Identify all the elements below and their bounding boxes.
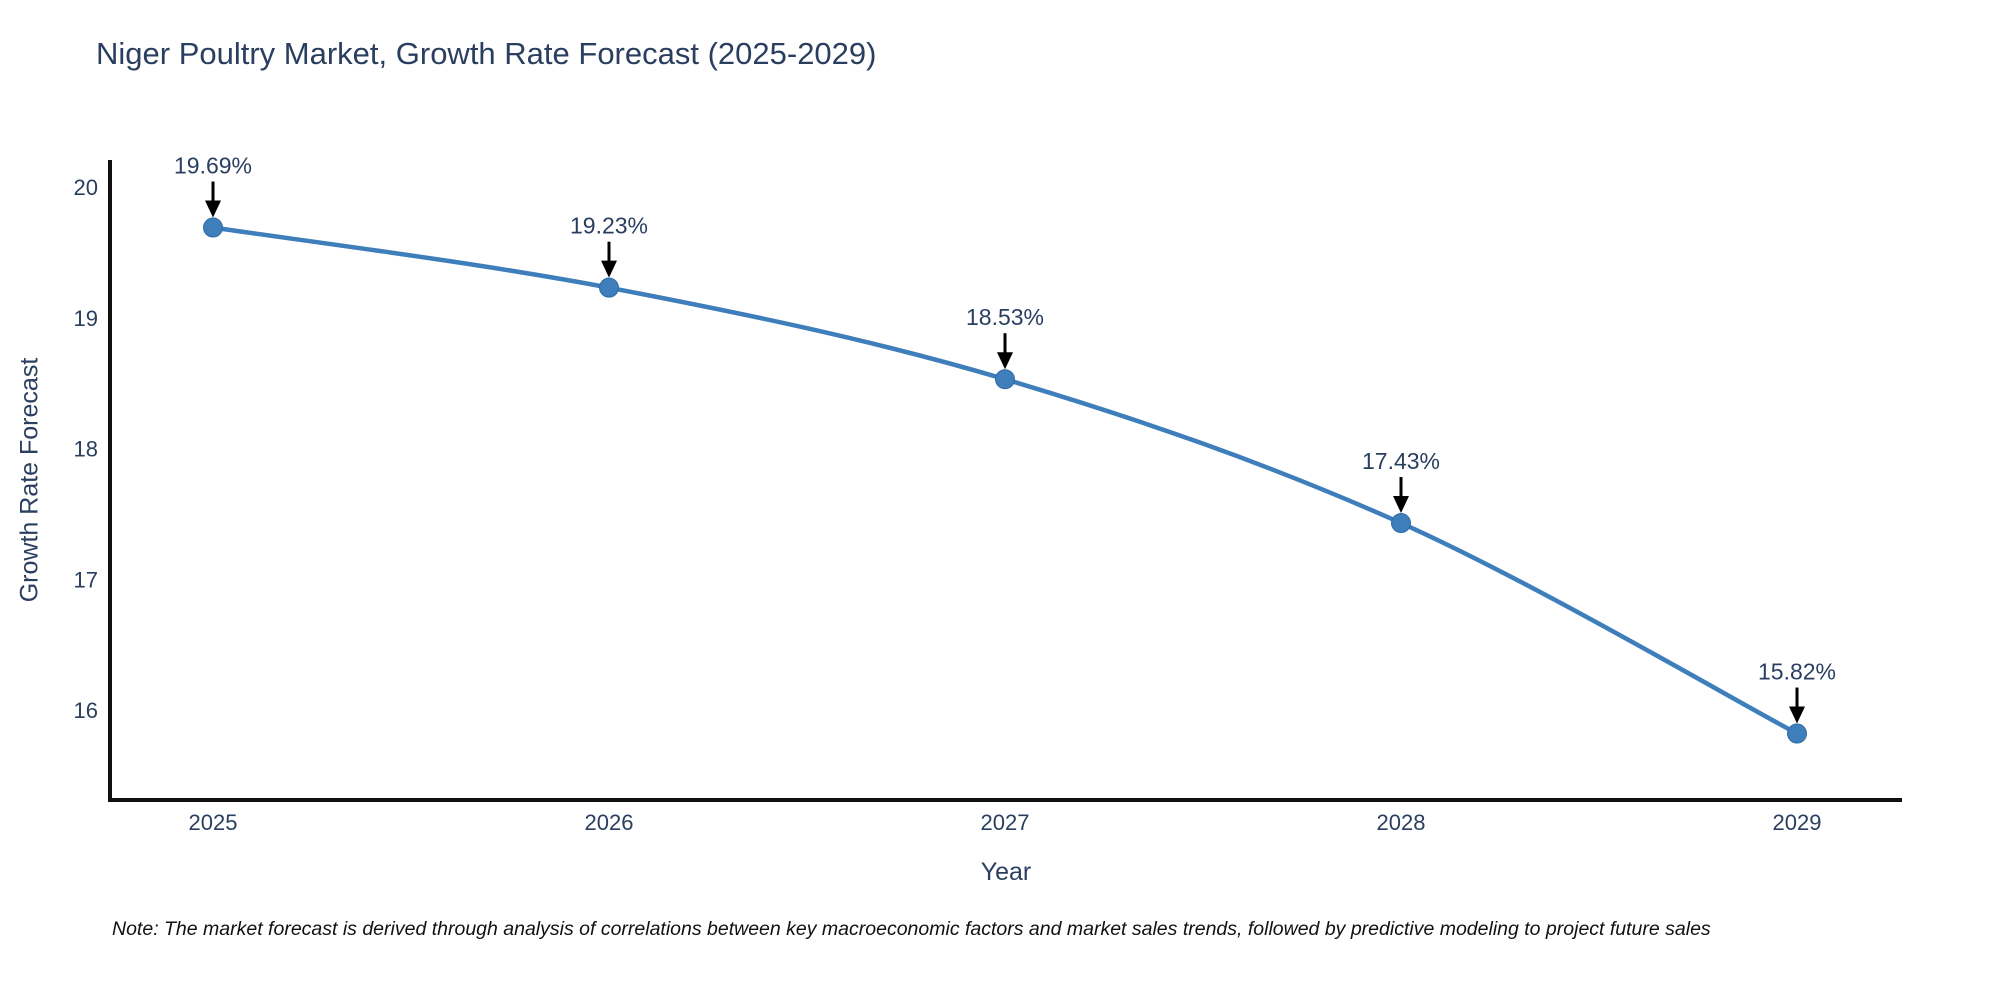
y-axis-tick-label: 18	[74, 437, 98, 462]
annotation-arrow-head	[1789, 706, 1805, 724]
data-label: 19.23%	[570, 213, 648, 239]
x-axis-tick-label: 2027	[981, 810, 1030, 835]
y-axis-tick-label: 16	[74, 698, 98, 723]
x-axis-tick-label: 2026	[585, 810, 634, 835]
axis-spine	[108, 160, 1902, 802]
data-point-marker	[995, 369, 1015, 390]
x-axis-title: Year	[980, 858, 1032, 886]
data-point-marker	[1787, 723, 1807, 744]
y-axis-tick-label: 17	[74, 567, 98, 592]
data-point-marker	[203, 217, 223, 238]
data-point-marker	[599, 277, 619, 298]
y-axis-tick-label: 19	[74, 306, 98, 331]
x-axis-tick-label: 2025	[189, 810, 238, 835]
data-label: 19.69%	[174, 153, 252, 179]
annotation-arrow-head	[205, 200, 221, 218]
data-label: 15.82%	[1758, 659, 1836, 685]
y-axis-tick-label: 20	[74, 175, 98, 200]
annotation-arrow-head	[601, 260, 617, 278]
annotation-arrow-head	[997, 352, 1013, 370]
data-point-marker	[1391, 513, 1411, 534]
annotation-arrow-head	[1393, 496, 1409, 514]
data-label: 18.53%	[966, 304, 1044, 330]
footnote: Note: The market forecast is derived thr…	[112, 918, 1711, 940]
x-axis-tick-label: 2028	[1377, 810, 1426, 835]
data-label: 17.43%	[1362, 448, 1440, 474]
chart-title: Niger Poultry Market, Growth Rate Foreca…	[96, 36, 877, 71]
x-axis-tick-label: 2029	[1773, 810, 1822, 835]
